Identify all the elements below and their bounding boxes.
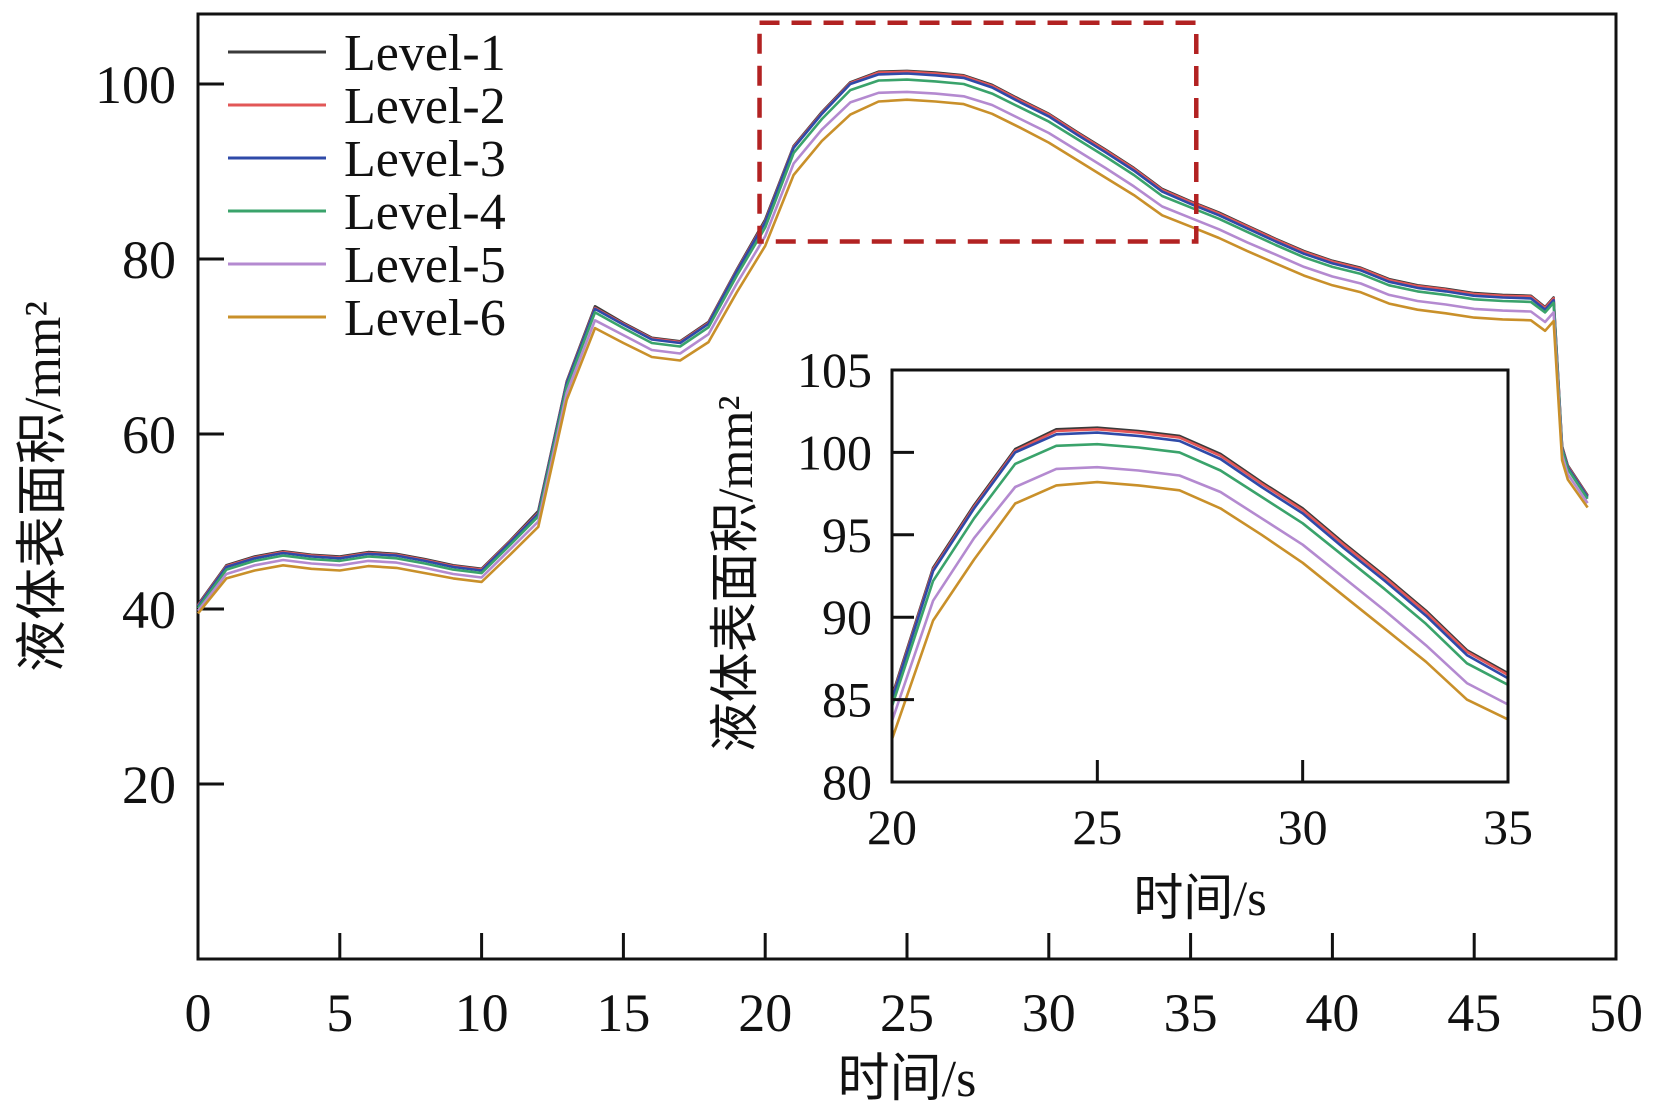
main-x-tick-label: 10 (455, 983, 509, 1043)
legend-label: Level-6 (344, 290, 506, 347)
inset-y-tick-label: 100 (797, 424, 872, 480)
main-x-tick-label: 5 (326, 983, 353, 1043)
inset-y-axis-label: 液体表面积/mm² (707, 396, 763, 753)
main-y-tick-label: 60 (122, 405, 176, 465)
legend-item: Level-2 (228, 78, 506, 135)
inset-y-tick-label: 85 (822, 672, 872, 728)
main-series-lines (196, 69, 1589, 615)
main-y-tick-label: 100 (95, 55, 176, 115)
zoom-highlight-box (757, 20, 1199, 244)
inset-series-level-6 (890, 480, 1509, 740)
main-y-tick-label: 80 (122, 230, 176, 290)
legend-item: Level-6 (228, 290, 506, 347)
legend-label: Level-4 (344, 184, 506, 241)
inset-ticks: 20 25 30 35 80 85 90 95 100 105 (797, 342, 1533, 855)
inset-x-tick-label: 35 (1483, 799, 1533, 855)
main-series-level-5 (196, 90, 1589, 612)
legend-item: Level-1 (228, 25, 506, 82)
inset-y-tick-label: 95 (822, 507, 872, 563)
main-series-level-3 (196, 72, 1589, 608)
legend: Level-1Level-2Level-3Level-4Level-5Level… (228, 25, 506, 347)
legend-label: Level-5 (344, 237, 506, 294)
inset-y-tick-label: 90 (822, 589, 872, 645)
main-x-tick-label: 50 (1589, 983, 1643, 1043)
main-y-tick-label: 40 (122, 580, 176, 640)
inset-series-lines (890, 426, 1509, 740)
main-series-level-4 (196, 78, 1589, 609)
legend-label: Level-1 (344, 25, 506, 82)
legend-item: Level-5 (228, 237, 506, 294)
inset-background (892, 370, 1508, 782)
inset-series-level-4 (890, 442, 1509, 707)
main-x-tick-label: 45 (1447, 983, 1501, 1043)
inset-series-level-3 (890, 431, 1509, 700)
main-ticks: 0 5 10 15 20 25 30 35 40 45 50 20 40 60 80 100 (95, 55, 1643, 1043)
legend-label: Level-3 (344, 131, 506, 188)
main-series-level-6 (196, 98, 1589, 615)
main-x-tick-label: 15 (596, 983, 650, 1043)
main-x-tick-label: 30 (1022, 983, 1076, 1043)
main-x-tick-label: 20 (738, 983, 792, 1043)
main-y-axis-label: 液体表面积/mm² (15, 301, 72, 672)
inset-plot-frame (890, 368, 1510, 784)
inset-x-tick-label: 30 (1278, 799, 1328, 855)
inset-x-tick-label: 20 (867, 799, 917, 855)
main-x-tick-label: 0 (185, 983, 212, 1043)
legend-item: Level-4 (228, 184, 506, 241)
legend-item: Level-3 (228, 131, 506, 188)
main-x-tick-label: 35 (1164, 983, 1218, 1043)
inset-x-tick-label: 25 (1072, 799, 1122, 855)
inset-x-axis-label: 时间/s (1133, 870, 1266, 926)
main-y-tick-label: 20 (122, 755, 176, 815)
inset-series-level-5 (890, 465, 1509, 722)
legend-label: Level-2 (344, 78, 506, 135)
inset-y-tick-label: 80 (822, 754, 872, 810)
main-x-tick-label: 40 (1305, 983, 1359, 1043)
main-x-axis-label: 时间/s (838, 1051, 977, 1108)
main-x-tick-label: 25 (880, 983, 934, 1043)
inset-y-tick-label: 105 (797, 342, 872, 398)
